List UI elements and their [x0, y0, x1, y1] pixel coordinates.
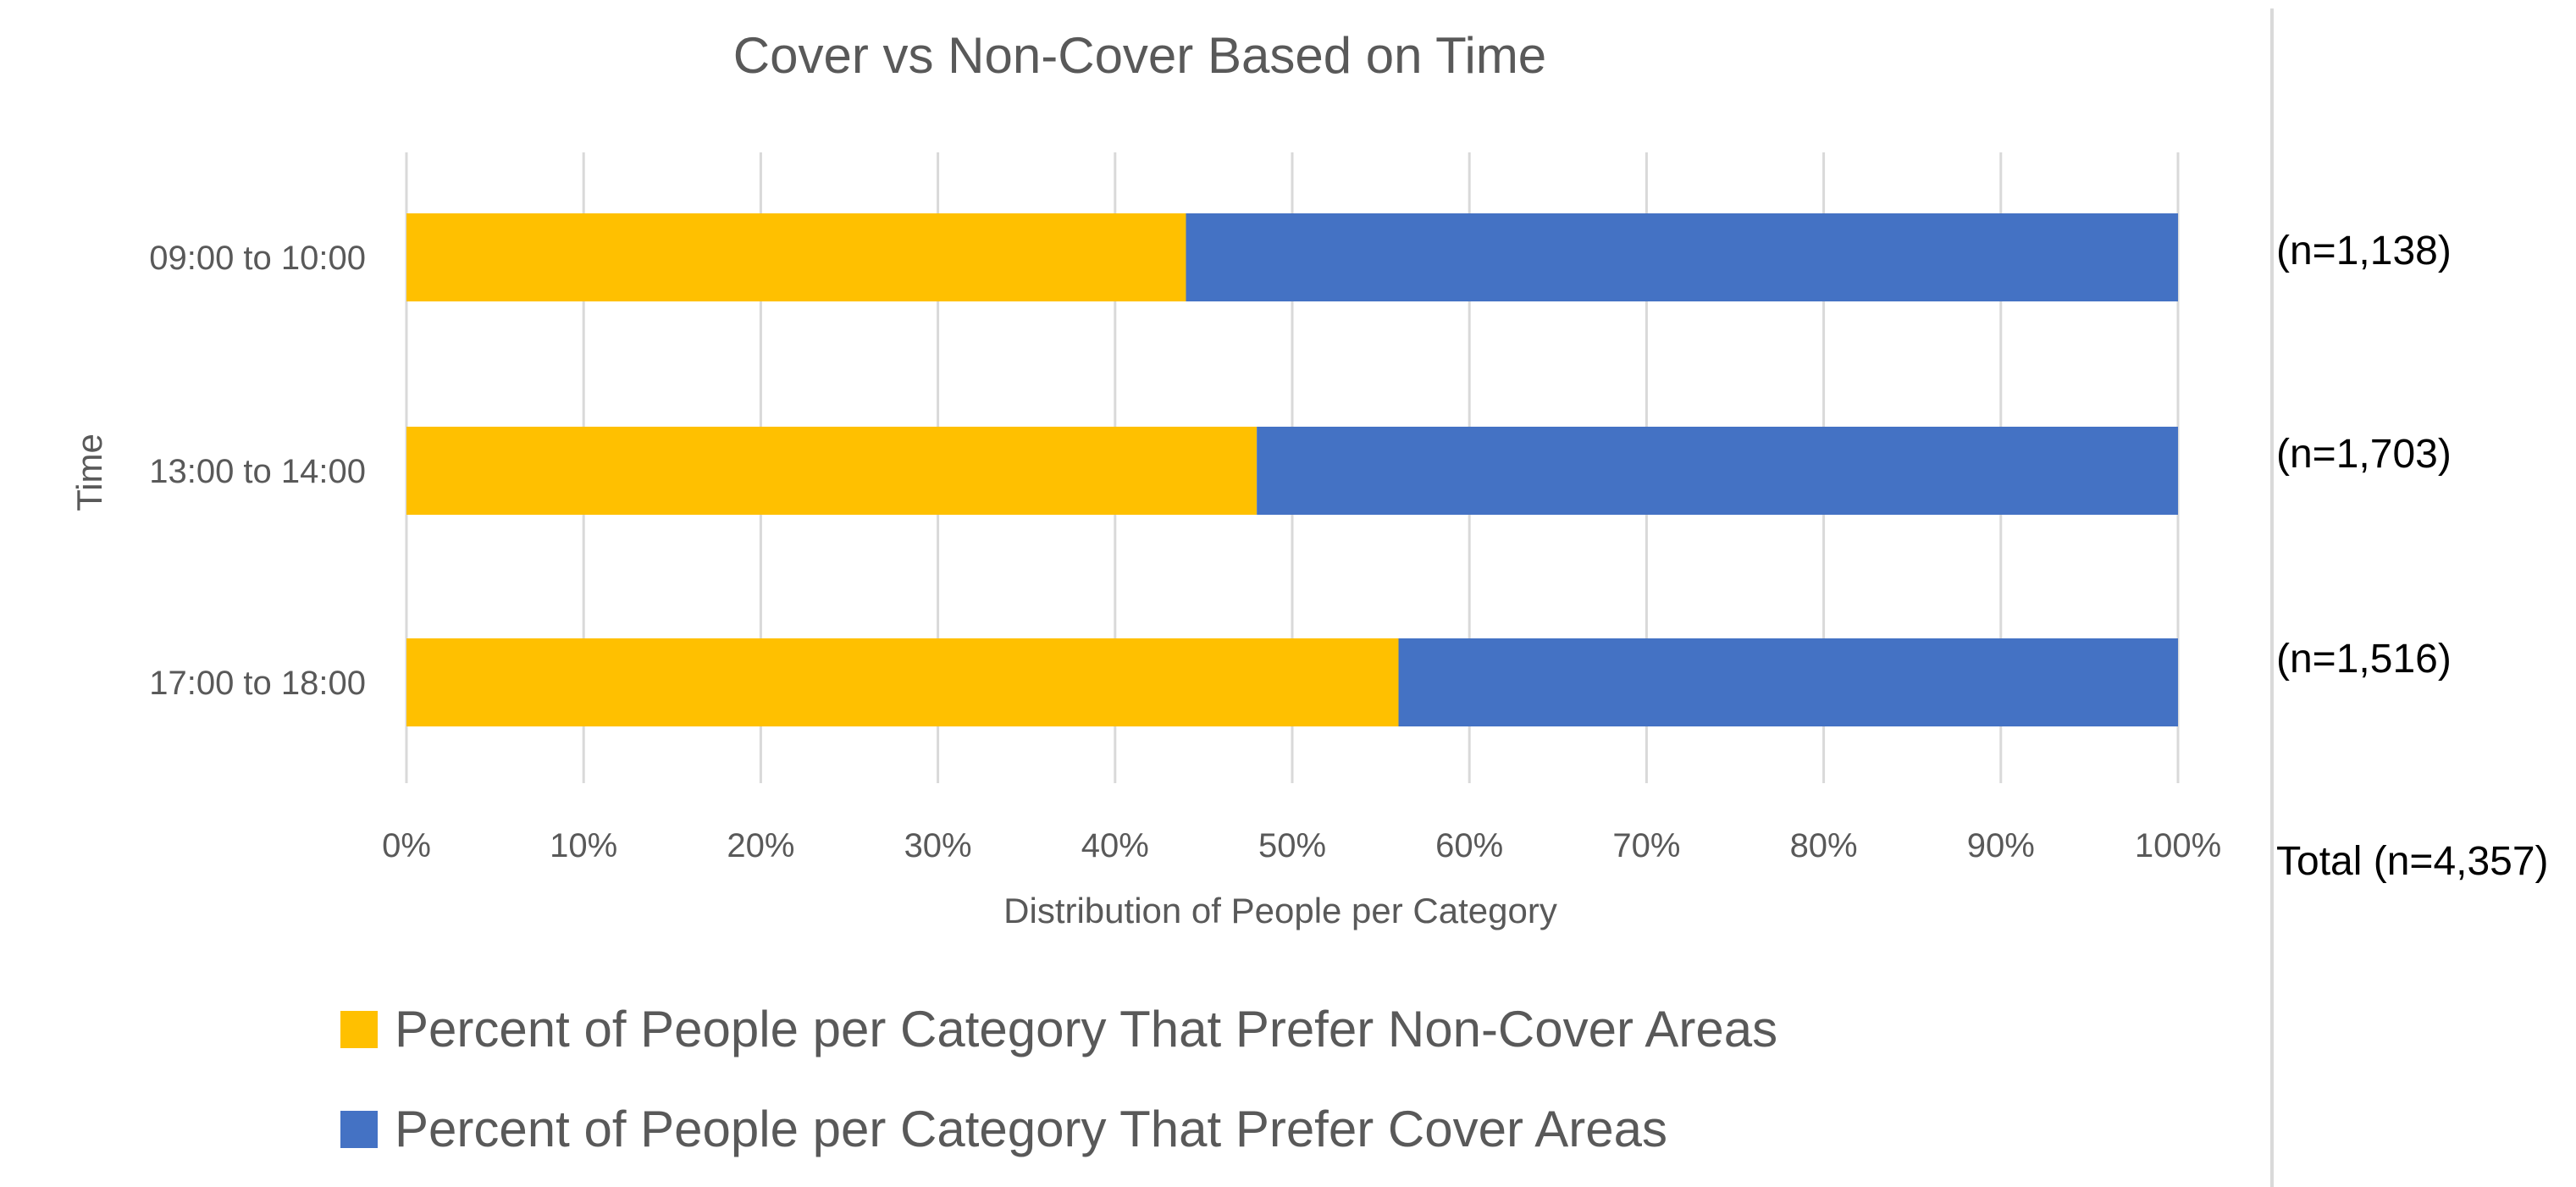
sample-size-label: (n=1,516) [2276, 637, 2452, 682]
x-tick-label: 50% [1258, 827, 1326, 864]
y-tick-label: 13:00 to 14:00 [149, 453, 366, 490]
y-tick-labels: 09:00 to 10:00 13:00 to 14:00 17:00 to 18:… [149, 240, 366, 702]
legend-swatch [340, 1111, 378, 1148]
x-axis-title: Distribution of People per Category [1003, 891, 1557, 930]
bar-segment-cover [1398, 638, 2178, 726]
y-tick-label: 17:00 to 18:00 [149, 665, 366, 702]
x-tick-label: 80% [1790, 827, 1858, 864]
x-tick-label: 20% [727, 827, 794, 864]
sample-size-annotations: (n=1,138) (n=1,703) (n=1,516) [2276, 229, 2452, 682]
x-tick-label: 30% [904, 827, 972, 864]
bar-segment-non-cover [406, 427, 1258, 515]
x-tick-label: 10% [550, 827, 617, 864]
x-tick-labels: 0% 10% 20% 30% 40% 50% 60% 70% 80% 90% 100% [382, 827, 2221, 864]
bar-segment-non-cover [406, 213, 1186, 301]
chart-title: Cover vs Non-Cover Based on Time [733, 27, 1546, 84]
sample-size-label: (n=1,138) [2276, 229, 2452, 273]
legend-label: Percent of People per Category That Pref… [395, 1101, 1667, 1157]
x-tick-label: 70% [1612, 827, 1680, 864]
bar-segment-cover [1186, 213, 2178, 301]
x-tick-label: 40% [1081, 827, 1149, 864]
bar-segment-non-cover [406, 638, 1399, 726]
x-tick-label: 100% [2135, 827, 2221, 864]
y-tick-label: 09:00 to 10:00 [149, 240, 366, 277]
sample-size-label: (n=1,703) [2276, 432, 2452, 477]
y-axis-title: Time [69, 433, 109, 511]
legend-swatch [340, 1011, 378, 1048]
legend: Percent of People per Category That Pref… [340, 1001, 1777, 1157]
x-tick-label: 90% [1967, 827, 2035, 864]
x-tick-label: 60% [1435, 827, 1503, 864]
bar-segment-cover [1257, 427, 2178, 515]
legend-label: Percent of People per Category That Pref… [395, 1001, 1777, 1057]
x-tick-label: 0% [382, 827, 431, 864]
bars [406, 213, 2178, 726]
total-annotation: Total (n=4,357) [2276, 839, 2549, 884]
